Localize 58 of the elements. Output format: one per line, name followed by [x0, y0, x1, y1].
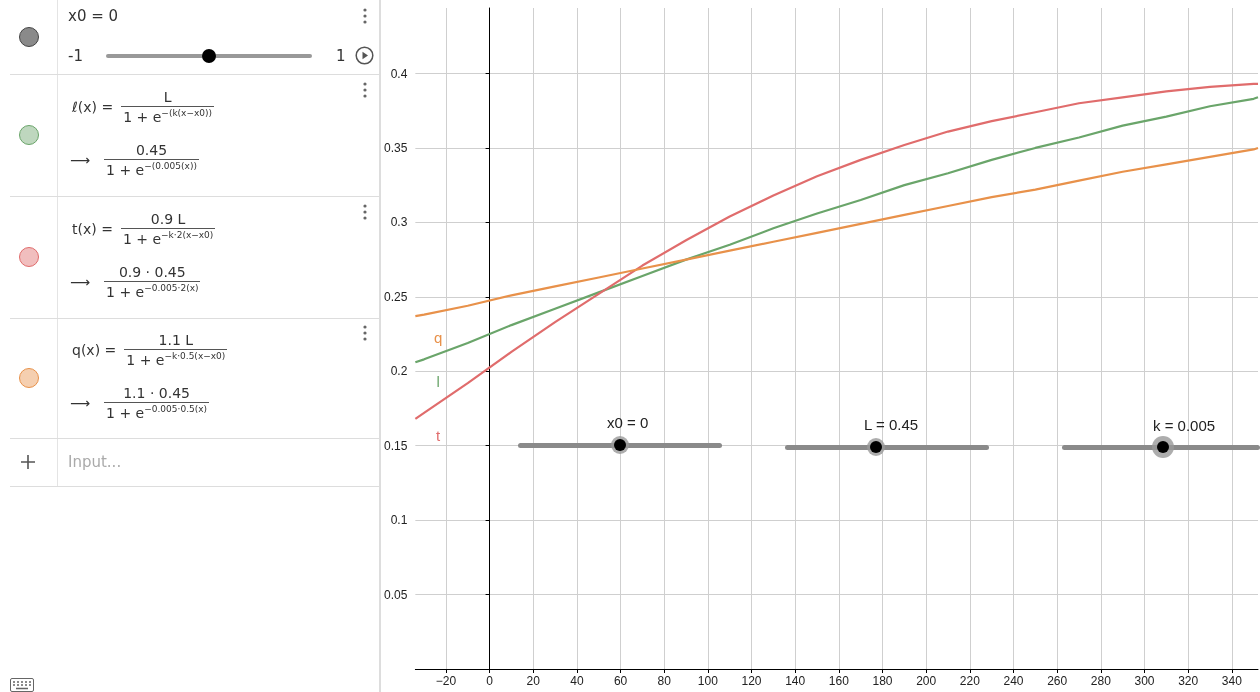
y-tick-label: 0.2 [390, 364, 408, 379]
text: x0 = 0 [68, 7, 119, 25]
series-label: t [436, 426, 441, 444]
x-tick-label: 240 [1003, 674, 1024, 688]
x-tick-label: 320 [1178, 674, 1199, 688]
text: ⟶ [70, 152, 91, 168]
x-tick-label: 80 [657, 674, 672, 688]
x-tick-label: 280 [1090, 674, 1112, 688]
x-tick-label: 300 [1134, 674, 1155, 688]
text: 0.9 L [149, 211, 187, 228]
line-series [414, 96, 1260, 364]
text: 1 + e$^{−(0.005(x))}$ [104, 159, 199, 178]
x-tick-label: 60 [613, 674, 628, 688]
text: L [162, 89, 173, 106]
annotation: k = 0.005 [1153, 417, 1216, 434]
y-tick-label: 0.05 [384, 587, 408, 602]
text: q(x) = [72, 342, 117, 358]
x-tick-label: 180 [872, 674, 893, 688]
text: 1 + e$^{−k·2(x−x0)}$ [120, 228, 216, 247]
y-tick-label: 0.25 [384, 289, 408, 304]
x-tick-label: 20 [526, 674, 541, 688]
x-tick-label: 260 [1047, 674, 1068, 688]
text: 0.45 [134, 142, 169, 159]
x-tick-label: 140 [785, 674, 806, 688]
text: -1 [68, 47, 83, 65]
y-tick-label: 0.35 [384, 140, 408, 155]
line-series [414, 82, 1260, 420]
series-label: l [436, 373, 440, 391]
x-tick-label: 0 [486, 674, 494, 688]
y-tick-label: 0.1 [390, 513, 408, 528]
text: 1 + e$^{−0.005·0.5(x)}$ [104, 402, 210, 421]
annotation: x0 = 0 [607, 414, 649, 431]
text: Input... [68, 453, 122, 471]
text: 1 + e$^{−k·0.5(x−x0)}$ [124, 349, 228, 368]
text: 0.9 · 0.45 [117, 264, 187, 281]
annotation: L = 0.45 [864, 416, 919, 433]
line-series [414, 146, 1260, 318]
x-tick-label: 220 [959, 674, 981, 688]
text: 1 + e$^{−(k(x−x0))}$ [121, 106, 215, 125]
text: 1.1 L [157, 332, 195, 349]
text: 1 + e$^{−0.005·2(x)}$ [104, 281, 201, 300]
x-tick-label: 340 [1221, 674, 1243, 688]
y-tick-label: 0.3 [390, 215, 408, 230]
x-tick-label: 160 [828, 674, 850, 688]
series-label: q [433, 328, 443, 346]
text: ℓ(x) = [72, 99, 114, 115]
text: t(x) = [72, 221, 113, 237]
text: ⟶ [70, 274, 91, 290]
x-tick-label: −20 [435, 674, 457, 688]
y-tick-label: 0.4 [390, 66, 408, 81]
y-tick-label: 0.15 [384, 438, 408, 453]
text: 1 [336, 47, 346, 65]
text: ⟶ [70, 395, 91, 411]
x-tick-label: 40 [570, 674, 584, 688]
x-tick-label: 100 [697, 674, 719, 688]
text: 1.1 · 0.45 [122, 385, 191, 402]
x-tick-label: 120 [741, 674, 762, 688]
x-tick-label: 200 [916, 674, 937, 688]
